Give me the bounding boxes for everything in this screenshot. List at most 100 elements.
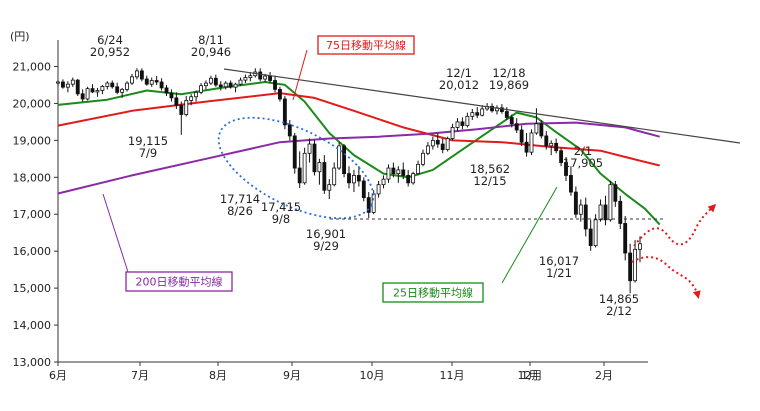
candle-body-up	[134, 70, 139, 78]
candle-body-up	[337, 145, 342, 169]
candle-body-up	[445, 138, 450, 150]
candle-body-down	[169, 92, 174, 99]
candle-body-down	[342, 145, 347, 174]
ma75-label-box	[317, 35, 415, 55]
candle-body-down	[292, 135, 297, 169]
candle-body-down	[366, 197, 371, 213]
candle-body-up	[376, 184, 381, 195]
candle-body-up	[465, 115, 470, 126]
candle-body-up	[455, 121, 460, 128]
candle-body-down	[273, 80, 277, 90]
annotation-text: 17,415	[261, 200, 301, 214]
candle-body-up	[204, 82, 208, 87]
ma200-label: 200日移動平均線	[136, 275, 223, 289]
candle-body-down	[297, 167, 302, 184]
annotation-text: 19,869	[489, 78, 529, 92]
annotation-text: 19,115	[128, 134, 168, 148]
candle-body-down	[588, 228, 593, 247]
candle-body-up	[578, 204, 583, 215]
x-tick-label: 1月	[521, 369, 539, 382]
annotation-text: 20,012	[439, 78, 479, 92]
scenario-up-arrow	[633, 203, 717, 247]
candle-body-down	[154, 80, 159, 83]
candle-body-up	[529, 132, 534, 153]
candle-body-down	[509, 117, 514, 125]
candle-body-down	[80, 93, 85, 100]
candle-body-down	[179, 104, 184, 115]
annotation-text: 1/21	[546, 266, 572, 280]
candle-body-down	[554, 142, 559, 152]
candle-body-up	[238, 79, 243, 85]
candle-body-up	[534, 123, 539, 134]
candle-body-up	[130, 76, 134, 84]
candle-body-down	[564, 162, 568, 176]
y-tick-label: 14,000	[13, 319, 52, 332]
x-tick-label: 7月	[131, 369, 149, 382]
candle-body-down	[268, 75, 273, 81]
candle-body-down	[110, 82, 115, 88]
candle-body-up	[95, 90, 100, 93]
y-tick-label: 15,000	[13, 282, 52, 295]
candle-body-down	[174, 97, 179, 106]
ma75-label: 75日移動平均線	[326, 38, 406, 52]
ma25-label-box	[382, 282, 484, 303]
candle-body-down	[139, 70, 144, 80]
y-tick-label: 17,000	[13, 208, 52, 221]
candle-body-down	[440, 143, 445, 150]
y-tick-label: 20,000	[13, 97, 52, 110]
candle-body-up	[381, 178, 386, 186]
candle-body-up	[425, 145, 430, 154]
candle-body-down	[361, 180, 366, 199]
candle-body-up	[233, 83, 238, 88]
annotation-text: 12/18	[492, 66, 525, 80]
candle-body-up	[332, 167, 337, 186]
annotation-text: 14,865	[599, 292, 639, 306]
candle-body-up	[593, 219, 598, 247]
candle-body-up	[480, 108, 485, 116]
annotation-text: 9/29	[313, 239, 339, 253]
candle-body-up	[223, 82, 228, 88]
candle-body-down	[391, 167, 396, 174]
candle-body-up	[633, 248, 637, 282]
candle-body-down	[524, 141, 529, 153]
annotation-text: 12/1	[446, 66, 472, 80]
candle-body-down	[628, 252, 633, 282]
candle-body-up	[105, 82, 110, 87]
candle-body-up	[638, 243, 642, 250]
candle-body-up	[371, 193, 376, 213]
x-tick-label: 10月	[360, 369, 385, 382]
candle-body-down	[322, 162, 327, 191]
candle-body-down	[144, 78, 149, 85]
scenario-down-arrow	[631, 256, 701, 299]
annotation-text: 18,562	[470, 162, 510, 176]
candle-body-up	[327, 184, 332, 191]
candle-body-up	[194, 91, 199, 98]
candle-body-up	[307, 143, 312, 154]
y-tick-label: 18,000	[13, 171, 52, 184]
candle-body-down	[115, 86, 120, 93]
candle-body-down	[519, 129, 524, 143]
candle-body-down	[435, 139, 440, 145]
candle-body-up	[248, 75, 253, 78]
candle-body-down	[613, 184, 618, 202]
candle-body-up	[199, 85, 203, 93]
candle-body-up	[125, 82, 129, 90]
annotation-text: 2/12	[606, 304, 632, 318]
ma200-label-box	[125, 271, 233, 292]
annotation-text: 17,714	[220, 192, 260, 206]
candle-body-down	[573, 191, 578, 215]
candle-body-down	[559, 150, 564, 163]
annotation-text: 8/11	[198, 33, 224, 47]
candle-body-down	[583, 204, 588, 230]
annotation-text: 2/1	[574, 144, 593, 158]
x-tick-label: 6月	[49, 369, 67, 382]
ma25-label: 25日移動平均線	[393, 286, 473, 300]
candle-body-down	[61, 81, 65, 88]
candle-body-up	[85, 88, 90, 100]
annotation-text: 12/15	[473, 174, 506, 188]
candle-body-down	[164, 87, 169, 94]
candle-body-down	[623, 223, 628, 254]
candle-body-up	[189, 96, 194, 101]
